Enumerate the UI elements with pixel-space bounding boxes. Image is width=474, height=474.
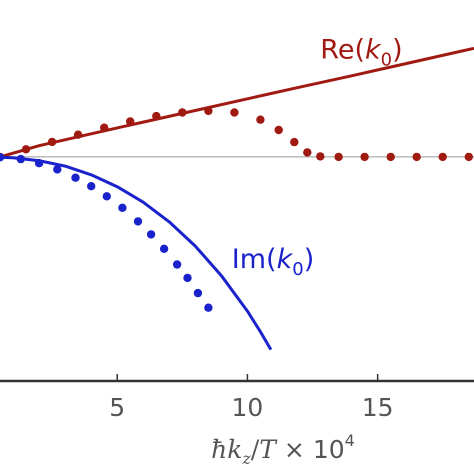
series-layer bbox=[0, 46, 474, 351]
series-3-point-2 bbox=[34, 159, 44, 168]
series-1-point-15 bbox=[334, 152, 343, 162]
series-labels: Re(k0) Im(k0) bbox=[232, 34, 403, 279]
series-3-point-1 bbox=[16, 154, 25, 164]
series-1-point-11 bbox=[274, 125, 283, 135]
x-axis-label-exp: 4 bbox=[345, 431, 355, 450]
series-1-point-4 bbox=[100, 123, 109, 132]
series-1-point-7 bbox=[178, 108, 187, 117]
series-3-point-6 bbox=[102, 192, 112, 201]
series-line-0 bbox=[0, 46, 474, 159]
series-1-point-14 bbox=[316, 152, 325, 161]
x-ticks: 5 10 15 bbox=[109, 374, 394, 422]
series-3-point-13 bbox=[193, 288, 203, 298]
series-3-point-3 bbox=[53, 165, 62, 174]
series-1-point-1 bbox=[21, 145, 31, 154]
series-label-0: Re(k0) bbox=[320, 34, 402, 70]
series-1-point-13 bbox=[303, 148, 312, 157]
x-axis-label-T: T bbox=[259, 435, 278, 464]
series-3-point-10 bbox=[159, 244, 169, 253]
series-1-point-19 bbox=[438, 152, 447, 162]
series-3-point-12 bbox=[183, 273, 192, 283]
x-tick-label-2: 15 bbox=[362, 393, 394, 422]
series-1-point-9 bbox=[230, 108, 239, 117]
x-axis-label-hbar: ħ bbox=[211, 435, 227, 464]
series-3-point-0 bbox=[0, 153, 5, 162]
series-1-point-17 bbox=[386, 152, 395, 162]
series-1-point-5 bbox=[126, 117, 135, 126]
x-axis-label-sub: z bbox=[241, 449, 251, 468]
x-axis-label-times: × 10 bbox=[276, 435, 345, 464]
series-3-point-11 bbox=[172, 260, 182, 269]
series-1-point-6 bbox=[152, 111, 161, 121]
series-label-2: Im(k0) bbox=[232, 244, 314, 280]
x-tick-label-1: 10 bbox=[232, 393, 264, 422]
series-1-point-8 bbox=[204, 106, 213, 116]
series-1-point-2 bbox=[47, 137, 57, 147]
series-3-point-7 bbox=[118, 203, 127, 212]
series-1-point-20 bbox=[464, 152, 473, 162]
x-axis-label-k: k bbox=[227, 435, 242, 464]
series-1-point-3 bbox=[73, 130, 83, 139]
series-3-point-4 bbox=[71, 173, 80, 182]
series-3-point-5 bbox=[87, 182, 96, 191]
series-1-point-18 bbox=[412, 152, 421, 162]
x-axis-label-slash: / bbox=[251, 435, 260, 464]
series-3-point-8 bbox=[133, 217, 143, 226]
series-1-point-10 bbox=[256, 115, 265, 124]
series-line-2 bbox=[0, 155, 273, 351]
series-1-point-16 bbox=[360, 152, 369, 162]
series-3-point-9 bbox=[146, 230, 156, 239]
series-3-point-14 bbox=[204, 303, 213, 312]
series-1-point-12 bbox=[290, 137, 299, 147]
x-axis-label: ħkz/T × 104 bbox=[211, 431, 355, 468]
x-tick-label-0: 5 bbox=[109, 393, 125, 422]
